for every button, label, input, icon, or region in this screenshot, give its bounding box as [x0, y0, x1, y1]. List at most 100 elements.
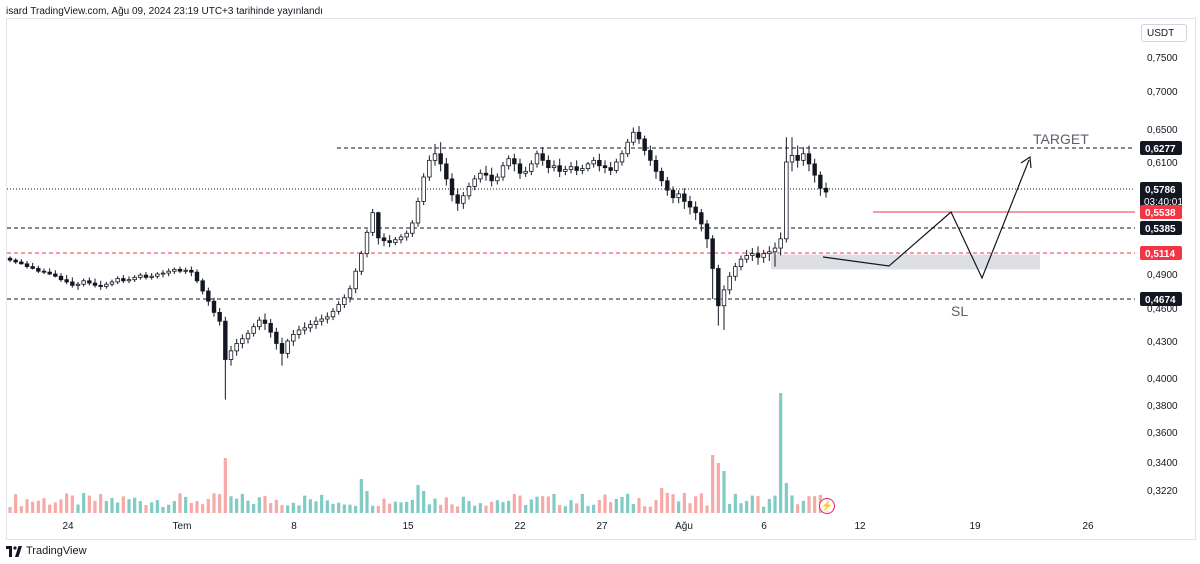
candle-body	[750, 253, 755, 256]
candle-body	[568, 166, 574, 170]
candle-body	[228, 350, 234, 360]
volume-bar	[569, 500, 573, 513]
candle-body	[285, 340, 290, 354]
candle-body	[438, 153, 443, 165]
volume-bar	[325, 500, 329, 513]
candle-body	[659, 170, 664, 182]
volume-bar	[138, 501, 142, 513]
volume-bar	[739, 503, 743, 513]
volume-bar	[790, 495, 794, 513]
volume-bar	[529, 499, 533, 513]
volume-bar	[779, 393, 783, 513]
candle-body	[109, 281, 115, 285]
price-label: 0,5538	[1145, 208, 1176, 219]
countdown-label: 03:40:01	[1144, 197, 1183, 208]
volume-bar	[784, 483, 788, 513]
volume-bar	[546, 496, 550, 513]
volume-bar	[773, 495, 777, 513]
volume-bar	[8, 507, 12, 513]
candle-body	[716, 268, 721, 307]
candle-body	[245, 332, 251, 340]
candle-body	[149, 275, 154, 278]
candle-body	[704, 223, 710, 240]
volume-bar	[705, 505, 709, 513]
volume-bar	[603, 494, 607, 513]
volume-bar	[257, 497, 261, 513]
candle-body	[727, 275, 732, 291]
volume-bar	[342, 504, 346, 513]
volume-bar	[48, 504, 52, 513]
x-tick-label: Tem	[173, 521, 192, 532]
candle-body	[274, 331, 279, 344]
volume-bar	[252, 503, 256, 513]
candle-body	[614, 161, 619, 171]
volume-bar	[558, 504, 562, 513]
candle-body	[364, 231, 370, 255]
currency-label[interactable]: USDT	[1141, 24, 1187, 42]
tradingview-logo[interactable]: TradingView	[6, 545, 87, 557]
volume-bar	[467, 500, 471, 513]
candle-body	[489, 174, 494, 182]
volume-bar	[648, 506, 652, 513]
volume-bar	[524, 505, 528, 513]
candle-body	[778, 238, 783, 249]
lightning-icon[interactable]: ⚡	[819, 498, 835, 514]
x-tick-label: Ağu	[675, 521, 693, 532]
price-label: 0,6277	[1145, 144, 1176, 155]
y-tick-label: 0,3800	[1147, 401, 1178, 412]
candle-body	[534, 153, 540, 165]
volume-bar	[518, 495, 522, 513]
chart-frame	[6, 18, 1196, 540]
volume-bar	[31, 501, 35, 513]
candle-body	[619, 153, 625, 163]
volume-bar	[320, 494, 324, 513]
volume-bar	[688, 503, 692, 513]
candle-body	[347, 288, 353, 299]
candle-body	[262, 319, 268, 324]
candlestick-chart[interactable]: 0,75000,70000,65000,61000,53860,49000,46…	[0, 0, 1200, 540]
candle-body	[200, 280, 205, 292]
volume-bar	[274, 499, 278, 513]
price-label-box	[1140, 221, 1182, 235]
volume-bar	[484, 505, 488, 513]
candle-body	[744, 255, 749, 260]
volume-bar	[19, 506, 23, 513]
candle-body	[143, 274, 149, 278]
candle-body	[13, 259, 18, 263]
candle-body	[41, 270, 47, 273]
candle-body	[279, 343, 285, 354]
candle-body	[58, 275, 64, 281]
candle-body	[818, 174, 823, 189]
volume-bar	[501, 501, 505, 513]
candle-body	[755, 253, 761, 258]
volume-bar	[393, 501, 397, 513]
price-label-box	[1140, 182, 1182, 208]
volume-bar	[756, 496, 760, 513]
candle-body	[631, 131, 636, 143]
volume-bar	[507, 500, 511, 513]
candle-body	[432, 153, 438, 161]
volume-bar	[121, 496, 125, 513]
volume-bar	[82, 493, 86, 513]
volume-bar	[371, 505, 375, 513]
candle-body	[608, 167, 613, 171]
candle-body	[257, 319, 262, 328]
price-label: 0,5385	[1145, 224, 1176, 235]
volume-bar	[512, 494, 516, 513]
volume-bar	[456, 506, 460, 513]
candle-body	[483, 172, 489, 176]
candle-body	[155, 273, 160, 277]
candle-body	[296, 329, 302, 335]
volume-bar	[461, 496, 465, 513]
candle-body	[466, 185, 472, 197]
candle-body	[517, 163, 523, 174]
candle-body	[404, 232, 409, 238]
candle-body	[313, 320, 319, 325]
volume-bar	[212, 493, 216, 513]
candle-body	[591, 159, 596, 165]
candle-body	[693, 206, 698, 214]
candle-body	[223, 320, 228, 360]
x-tick-label: 24	[62, 521, 74, 532]
volume-bar	[172, 501, 176, 513]
candle-body	[19, 261, 24, 265]
